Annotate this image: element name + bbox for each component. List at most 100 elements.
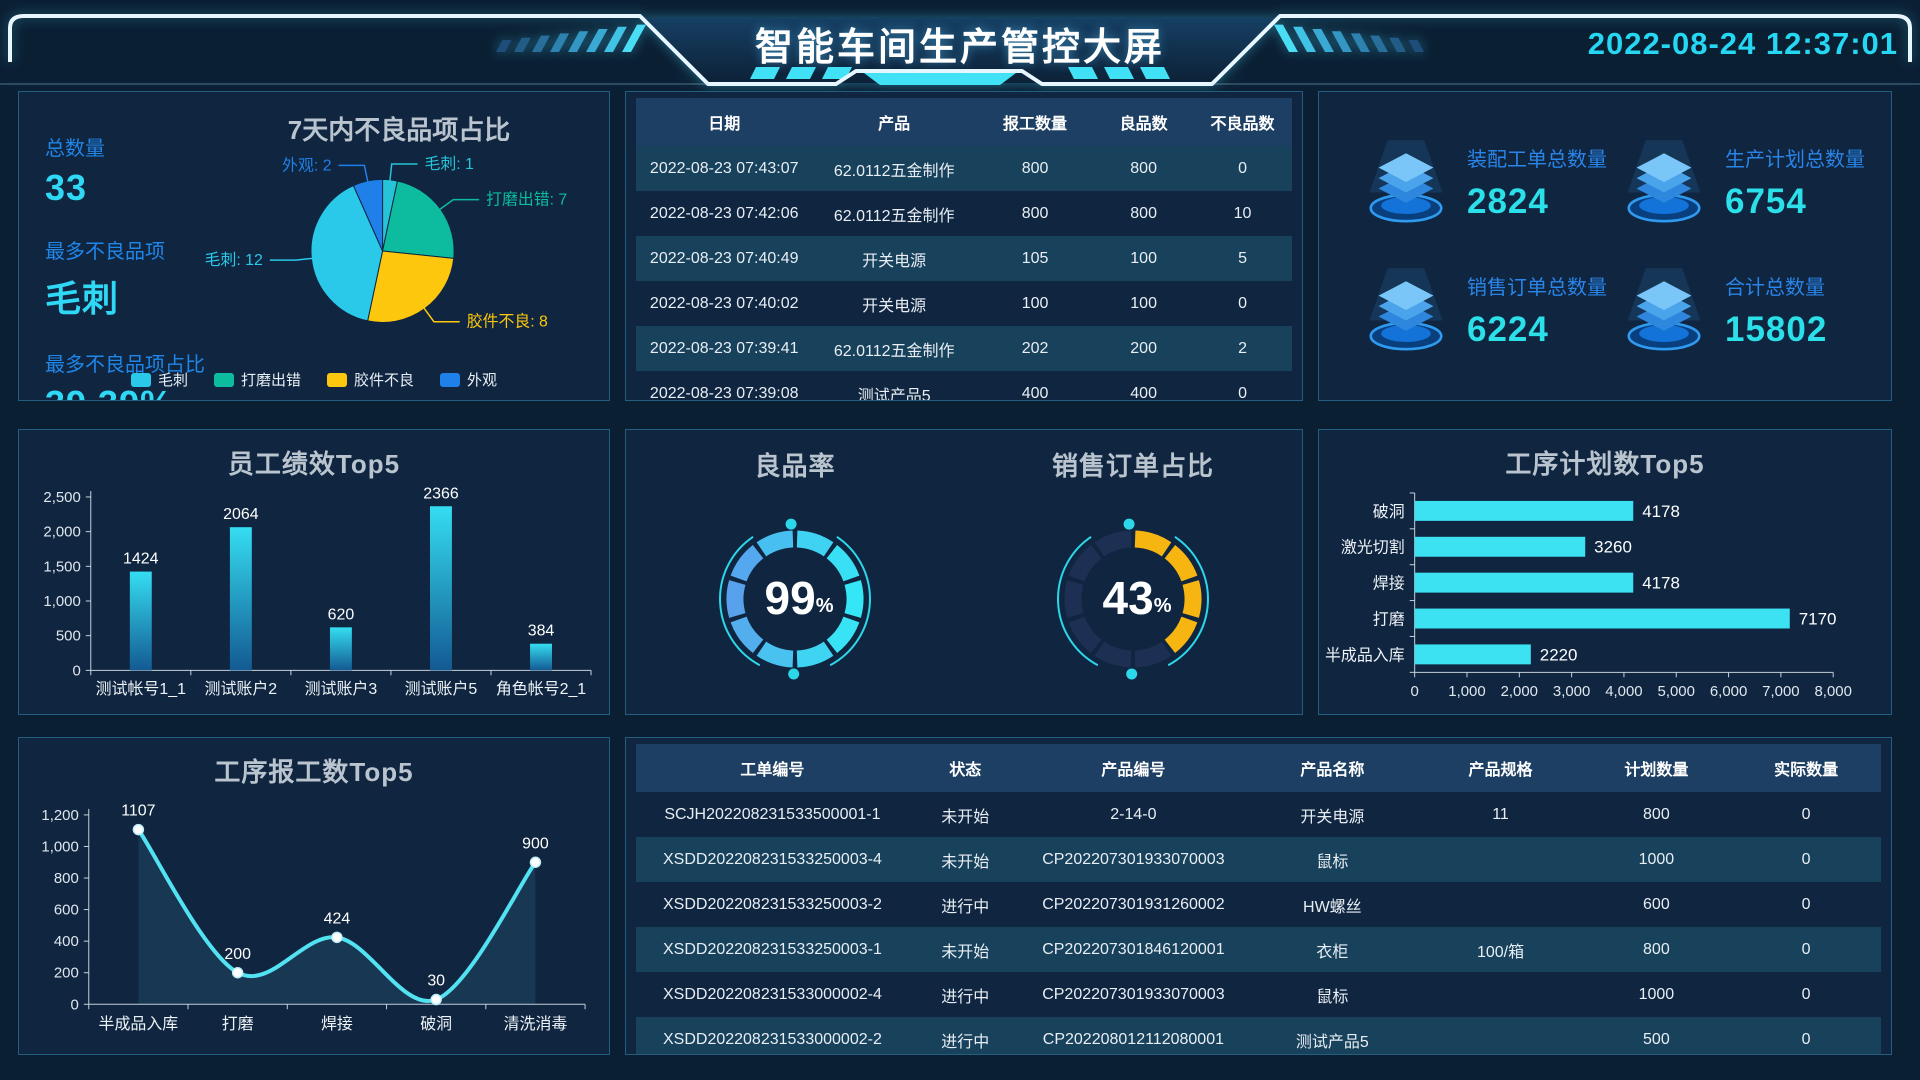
legend-swatch	[327, 372, 347, 387]
path-element	[1057, 535, 1099, 667]
rect-element	[229, 527, 252, 671]
sales-order-ratio-gauge: 43%	[1017, 483, 1249, 707]
table-cell: 100	[1130, 249, 1157, 267]
text-element: 1424	[123, 551, 159, 568]
text-element: 1107	[121, 803, 155, 820]
table-cell: 800	[1643, 805, 1670, 823]
table-cell: 0	[1801, 895, 1811, 913]
stat-card-production-plans: 生产计划总数量 6754	[1617, 135, 1875, 229]
table-cell: 100/箱	[1476, 943, 1525, 961]
table-cell: 2	[1238, 339, 1247, 357]
text-element: 500	[56, 628, 81, 645]
text-element: 8,000	[1815, 683, 1852, 700]
text-element: 激光切割	[1341, 539, 1405, 557]
layers-icon	[1627, 268, 1701, 351]
svg-element: 43%	[1057, 518, 1209, 680]
table-row: XSDD202208231533250003-4 未开始 CP20220730193…	[636, 837, 1881, 882]
tbody-element: SCJH202208231533500001-1 未开始 2-14-0 开关电源 11 8…	[636, 792, 1881, 1054]
text-element: 2064	[223, 506, 259, 523]
legend-item: 外观	[440, 369, 497, 390]
text-element: 打磨出错: 7	[486, 191, 567, 209]
path-element	[730, 544, 764, 582]
header-slashes-right	[1273, 24, 1424, 52]
stat-card-total: 合计总数量 15802	[1617, 263, 1875, 357]
defect-pie-chart: 毛刺: 1 打磨出错: 7 胶件不良: 8 毛刺: 12 外观: 2	[19, 92, 609, 400]
column-header: 日期	[636, 98, 813, 146]
rect-element	[129, 571, 152, 671]
table-cell: 0	[1801, 850, 1811, 868]
sales-order-ratio-gauge-section: 销售订单占比 43%	[964, 430, 1302, 714]
process-report-panel: 工序报工数Top5 0 200 400 600 800 1,000 1,200 半成品入库 打磨…	[18, 737, 610, 1055]
text-element: 99%	[765, 572, 834, 624]
text-element: 2,500	[43, 489, 80, 506]
table-cell: 2022-08-23 07:39:41	[649, 339, 799, 357]
panel-title: 工序报工数Top5	[214, 757, 414, 787]
polyline-element	[269, 257, 314, 261]
table-cell: 鼠标	[1316, 853, 1349, 871]
table-cell: XSDD202208231533250003-2	[662, 895, 882, 913]
text-element: 2220	[1540, 645, 1578, 664]
tspan-element: 43	[1103, 572, 1154, 624]
column-header: 报工数量	[975, 98, 1095, 146]
circle-element	[231, 966, 244, 979]
table-row: SCJH202208231533500001-1 未开始 2-14-0 开关电源 11 8…	[636, 792, 1881, 837]
table-cell: 800	[1021, 159, 1049, 177]
layers-icon	[1627, 140, 1701, 223]
text-element: 5,000	[1658, 683, 1695, 700]
path-element	[829, 535, 871, 667]
text-element: 2,000	[1501, 683, 1538, 700]
circle-element	[132, 823, 145, 836]
text-element: 破洞	[420, 1015, 452, 1033]
text-element: 1,200	[41, 807, 78, 824]
work-order-table-panel: 工单编号 状态 产品编号 产品名称 产品规格 计划数量 实际数量 SCJH2022082315…	[625, 737, 1892, 1055]
text-element: 焊接	[321, 1015, 353, 1033]
page-title: 智能车间生产管控大屏	[754, 27, 1165, 69]
table-cell: 2022-08-23 07:40:02	[649, 294, 799, 312]
work-order-table: 工单编号 状态 产品编号 产品名称 产品规格 计划数量 实际数量 SCJH2022082315…	[626, 738, 1891, 1054]
tspan-element: %	[816, 595, 834, 617]
table-cell: 800	[1021, 204, 1049, 222]
text-element: 424	[324, 910, 351, 927]
text-element: 半成品入库	[99, 1015, 179, 1033]
path-element	[796, 641, 834, 668]
table-cell	[1420, 837, 1582, 882]
text-element: 200	[54, 965, 79, 982]
text-element: 384	[528, 623, 555, 640]
table-cell: 测试产品5	[1295, 1033, 1369, 1051]
path-element	[1068, 544, 1102, 582]
text-element: 0	[1411, 683, 1419, 700]
table-cell: HW螺丝	[1303, 898, 1362, 916]
table-cell: 进行中	[941, 988, 990, 1006]
legend-item: 胶件不良	[327, 369, 414, 390]
table-cell: 400	[1021, 384, 1049, 401]
card-label: 销售订单总数量	[1467, 276, 1607, 299]
path-element	[756, 530, 794, 557]
table-cell: 未开始	[941, 943, 990, 961]
table-cell: CP202207301846120001	[1042, 940, 1225, 958]
text-element: 1,000	[41, 838, 78, 855]
path-element	[138, 829, 536, 1005]
table-cell	[1420, 1017, 1582, 1054]
title-backdrop	[642, 18, 1278, 83]
polyline-element	[438, 198, 480, 211]
text-element: 毛刺: 1	[424, 155, 474, 173]
table-cell: 未开始	[941, 853, 990, 871]
tspan-element: 99	[765, 572, 816, 624]
text-element: 3,000	[1553, 683, 1590, 700]
layers-icon	[1369, 268, 1443, 351]
table-cell: 100	[1130, 294, 1157, 312]
text-element: 测试账户2	[205, 680, 278, 698]
table-cell: 0	[1238, 159, 1247, 177]
polyline-element	[389, 163, 418, 182]
polyline-element	[422, 306, 460, 323]
text-element: 毛刺: 12	[205, 251, 263, 269]
defect-ratio-panel: 7天内不良品项占比 总数量 33 最多不良品项 毛刺 最多不良品项占比 39.3…	[18, 91, 610, 401]
legend-label: 胶件不良	[354, 372, 415, 389]
pie-legend: 毛刺 打磨出错 胶件不良 外观	[19, 369, 609, 390]
table-cell: 2-14-0	[1110, 805, 1157, 823]
card-value: 6224	[1467, 309, 1549, 349]
table-cell: 11	[1492, 805, 1509, 823]
panel-title: 员工绩效Top5	[227, 449, 401, 479]
data-table: 工单编号 状态 产品编号 产品名称 产品规格 计划数量 实际数量 SCJH2022082315…	[636, 744, 1881, 1054]
legend-label: 毛刺	[157, 372, 188, 389]
